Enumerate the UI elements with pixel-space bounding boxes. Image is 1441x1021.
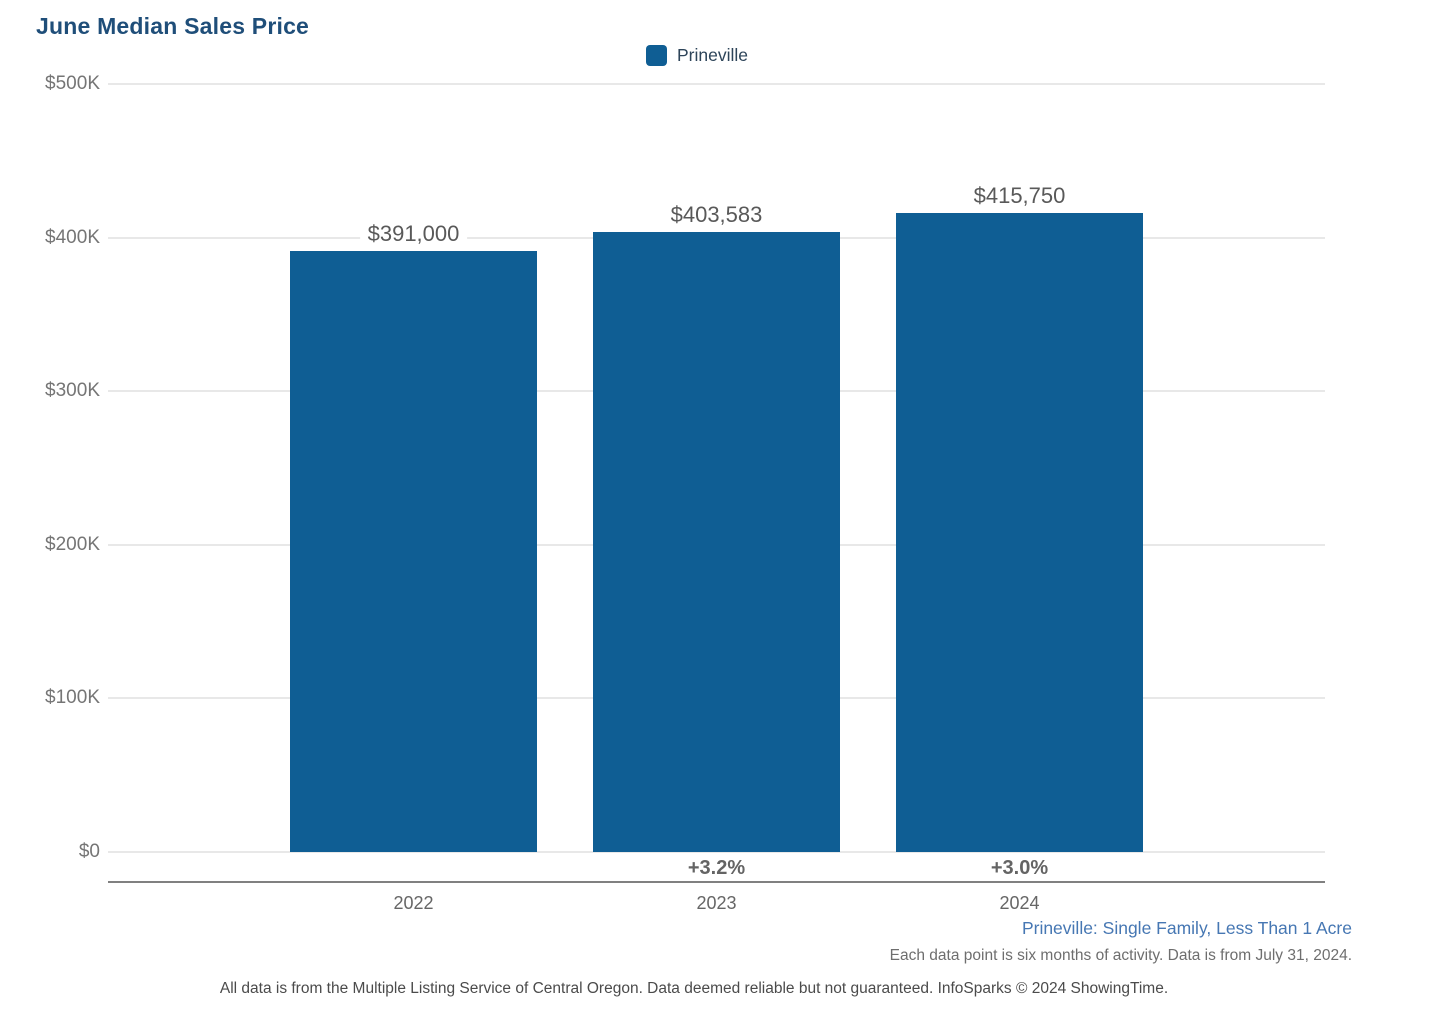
pct-change-label: +3.2% [687, 857, 746, 879]
plot-area: $391,000 $403,583 $415,750 [108, 83, 1325, 853]
y-tick-label: $0 [78, 841, 100, 862]
x-tick-label: 2022 [393, 893, 434, 913]
x-tick-label: 2024 [999, 893, 1040, 913]
y-tick-label: $100K [45, 687, 100, 709]
bar-2022[interactable] [290, 251, 537, 852]
y-tick-label: $400K [45, 226, 100, 248]
y-tick-label: $300K [45, 380, 100, 402]
data-note: Each data point is six months of activit… [889, 947, 1352, 964]
x-axis-line [108, 881, 1325, 883]
bar-value-label: $415,750 [965, 183, 1074, 210]
bar-2023[interactable] [593, 232, 840, 852]
disclaimer: All data is from the Multiple Listing Se… [219, 980, 1169, 997]
bar-2024[interactable] [896, 213, 1143, 852]
y-tick-label: $500K [45, 73, 100, 94]
y-tick-label: $200K [45, 533, 100, 555]
legend-item-prineville[interactable]: Prineville [646, 45, 748, 66]
series-note: Prineville: Single Family, Less Than 1 A… [1021, 918, 1352, 938]
bar-value-label: $391,000 [359, 221, 468, 248]
chart-title: June Median Sales Price [36, 13, 310, 39]
legend-swatch-icon [646, 45, 667, 66]
legend-label: Prineville [677, 45, 748, 65]
x-tick-label: 2023 [696, 893, 737, 913]
pct-change-label: +3.0% [990, 857, 1049, 879]
bar-value-label: $403,583 [662, 202, 771, 229]
gridline [108, 851, 1325, 853]
gridline [108, 83, 1325, 85]
